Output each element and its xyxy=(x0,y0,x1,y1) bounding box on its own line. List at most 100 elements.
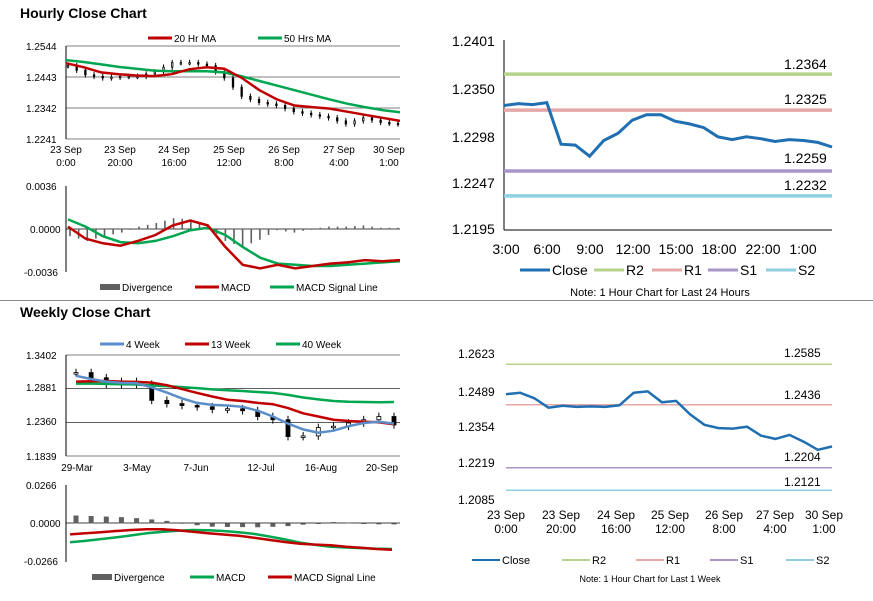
divergence-bar xyxy=(391,523,397,525)
divergence-bar xyxy=(379,227,382,229)
weekly-price-gridlines xyxy=(66,354,400,457)
legend-label-4-week: 4 Week xyxy=(126,340,161,351)
divergence-bar xyxy=(73,515,79,524)
candle-body xyxy=(179,62,183,65)
hourly-price-gridlines xyxy=(66,45,400,140)
divergence-bar xyxy=(284,229,287,232)
candle-body xyxy=(118,75,122,79)
hourly-levels-xtick: 18:00 xyxy=(701,241,736,257)
weekly-4-week-line xyxy=(75,374,395,434)
hourly-levels-chart: 1.2401 1.2350 1.2298 1.2247 1.2195 1.236… xyxy=(452,33,833,299)
legend-swatch-divergence xyxy=(92,574,112,580)
hourly-section-title: Hourly Close Chart xyxy=(20,5,147,21)
hourly-levels-xtick: 12:00 xyxy=(615,241,650,257)
divergence-bar xyxy=(233,229,235,244)
divergence-bar xyxy=(300,523,306,525)
candle-body xyxy=(153,71,156,75)
hourly-price-legend: 20 Hr MA 50 Hrs MA xyxy=(148,34,332,45)
hourly-levels-ytick: 1.2195 xyxy=(452,221,495,237)
hourly-price-xticks: 23 Sep 0:00 23 Sep 20:00 24 Sep 16:00 25… xyxy=(50,145,405,169)
hourly-levels-xtick: 6:00 xyxy=(533,241,560,257)
legend-label-s2: S2 xyxy=(798,262,815,278)
candle-body xyxy=(300,435,306,438)
legend-label-40-week: 40 Week xyxy=(302,340,342,351)
candle-body xyxy=(331,425,336,429)
weekly-levels-xtick: 26 Sep xyxy=(705,508,743,522)
hourly-price-chart: 20 Hr MA 50 Hrs MA 1.2544 1.2443 1.2342 … xyxy=(26,34,405,169)
divergence-bar xyxy=(164,220,166,229)
legend-label-20hr-ma: 20 Hr MA xyxy=(174,34,217,45)
legend-label-close: Close xyxy=(552,262,588,278)
divergence-bar xyxy=(209,523,215,527)
weekly-price-candles xyxy=(73,368,397,441)
hourly-price-xtick: 25 Sep xyxy=(213,145,245,156)
hourly-price-xtick: 30 Sep xyxy=(373,145,405,156)
weekly-13-week-line xyxy=(75,379,395,426)
hourly-macd-line xyxy=(67,219,401,270)
divergence-bar xyxy=(149,519,155,524)
hourly-levels-xtick: 1:00 xyxy=(789,241,816,257)
weekly-level-label-r1: 1.2436 xyxy=(784,388,821,402)
hourly-levels-ytick: 1.2298 xyxy=(452,129,495,145)
divergence-bar xyxy=(354,226,356,229)
weekly-price-ytick: 1.1839 xyxy=(26,452,57,463)
candle-body xyxy=(396,122,400,126)
weekly-price-xticks: 29-Mar 3-May 7-Jun 12-Jul 16-Aug 20-Sep xyxy=(61,463,398,474)
divergence-bar xyxy=(179,522,185,524)
weekly-section-title: Weekly Close Chart xyxy=(20,304,151,320)
candle-body xyxy=(209,406,215,410)
weekly-levels-yticks: 1.2623 1.2489 1.2354 1.2219 1.2085 xyxy=(458,347,495,507)
divergence-bar xyxy=(328,226,330,229)
hourly-price-xtick: 26 Sep xyxy=(268,145,300,156)
hourly-levels-note: Note: 1 Hour Chart for Last 24 Hours xyxy=(570,287,750,299)
legend-label-divergence: Divergence xyxy=(114,573,165,584)
hourly-price-ytick: 1.2241 xyxy=(26,135,57,146)
candle-body xyxy=(127,75,130,79)
candle-body xyxy=(285,419,291,437)
candle-body xyxy=(391,416,397,426)
hourly-levels-xticks: 3:00 6:00 9:00 12:00 15:00 18:00 22:00 1… xyxy=(492,241,816,257)
weekly-macd-divergence-bars xyxy=(73,515,397,528)
divergence-bar xyxy=(315,523,321,525)
candle-body xyxy=(110,76,113,80)
divergence-bar xyxy=(240,523,246,528)
weekly-price-ytick: 1.2360 xyxy=(26,417,57,428)
candle-body xyxy=(336,117,339,122)
candle-body xyxy=(205,63,209,67)
legend-label-r1: R1 xyxy=(666,555,680,567)
divergence-bar xyxy=(285,523,291,527)
candle-body xyxy=(266,102,269,105)
candle-body xyxy=(344,120,348,125)
divergence-bar xyxy=(190,219,192,229)
divergence-bar xyxy=(276,229,278,231)
divergence-bar xyxy=(259,229,261,240)
weekly-levels-legend: Close R2 R1 S1 S2 xyxy=(472,555,829,567)
divergence-bar xyxy=(302,229,304,231)
divergence-bar xyxy=(371,226,373,229)
divergence-bar xyxy=(319,227,322,229)
divergence-bar xyxy=(224,523,230,527)
hourly-price-xtick: 8:00 xyxy=(274,158,294,169)
candle-body xyxy=(188,62,191,65)
hourly-macd-yticks: 0.0036 0.0000 -0.0036 xyxy=(24,182,61,279)
hourly-price-xtick: 23 Sep xyxy=(104,145,136,156)
divergence-bar xyxy=(376,523,382,525)
candle-body xyxy=(353,120,356,125)
candle-body xyxy=(179,403,185,406)
candle-body xyxy=(149,383,155,401)
legend-swatch-divergence xyxy=(100,284,120,290)
divergence-bar xyxy=(267,229,270,235)
weekly-levels-xtick: 27 Sep xyxy=(756,508,794,522)
weekly-price-xtick: 7-Jun xyxy=(183,463,208,474)
hourly-20hr-ma-line xyxy=(65,61,401,123)
weekly-levels-xticks: 23 Sep 0:00 23 Sep 20:00 24 Sep 16:00 25… xyxy=(487,508,843,536)
divergence-bar xyxy=(69,229,71,237)
weekly-price-yticks: 1.3402 1.2881 1.2360 1.1839 xyxy=(26,351,57,463)
weekly-levels-xtick: 1:00 xyxy=(812,522,836,536)
candle-body xyxy=(362,117,365,122)
weekly-levels-ytick: 1.2219 xyxy=(458,456,495,470)
hourly-levels-xtick: 3:00 xyxy=(492,241,519,257)
hourly-levels-ytick: 1.2247 xyxy=(452,175,495,191)
weekly-levels-xtick: 25 Sep xyxy=(651,508,689,522)
weekly-macd-chart: 0.0266 0.0000 -0.0266 Divergence MACD MA… xyxy=(24,481,400,584)
